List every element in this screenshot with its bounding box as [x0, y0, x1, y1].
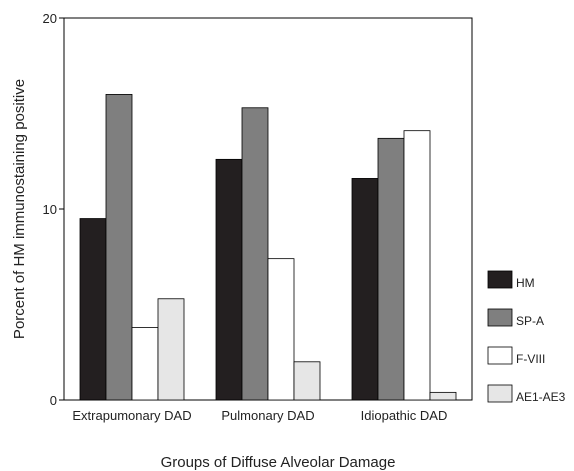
- bar-hm-1: [79, 218, 107, 401]
- bar-sp-a-2: [241, 107, 269, 401]
- x-tick-label: Extrapumonary DAD: [72, 408, 191, 423]
- legend-label: SP-A: [516, 314, 544, 328]
- y-tick-label: 20: [43, 11, 57, 26]
- x-axis-ticks: Extrapumonary DAD Pulmonary DAD Idiopathic…: [72, 408, 447, 423]
- legend-swatch-ae1-ae3: [487, 384, 513, 403]
- bars-group: [79, 94, 457, 401]
- x-axis-label: Groups of Diffuse Alveolar Damage: [161, 454, 396, 471]
- bar-hm-2: [215, 158, 243, 401]
- bar-f-viii-3: [403, 130, 431, 401]
- bar-ae1-ae3-3: [429, 391, 457, 401]
- legend-swatch-f-viii: [487, 346, 513, 365]
- bar-sp-a-3: [377, 137, 405, 401]
- x-tick-label: Pulmonary DAD: [221, 408, 314, 423]
- bar-sp-a-1: [105, 94, 133, 401]
- y-tick-label: 0: [50, 393, 57, 408]
- legend-label: F-VIII: [516, 352, 545, 366]
- legend-swatch-sp-a: [487, 308, 513, 327]
- legend-label: AE1-AE3: [516, 390, 566, 404]
- x-tick-label: Idiopathic DAD: [361, 408, 448, 423]
- legend-label: HM: [516, 276, 535, 290]
- y-axis-label: Porcent of HM immunostaining positive: [11, 79, 28, 339]
- y-tick-label: 10: [43, 202, 57, 217]
- bar-ae1-ae3-2: [293, 361, 321, 401]
- bar-f-viii-2: [267, 258, 295, 401]
- bar-hm-3: [351, 178, 379, 401]
- bar-f-viii-1: [131, 327, 159, 401]
- legend: HM SP-A F-VIII AE1-AE3: [487, 270, 566, 404]
- legend-swatch-hm: [487, 270, 513, 289]
- y-axis-ticks: 0 10 20: [43, 11, 64, 408]
- bar-ae1-ae3-1: [157, 298, 185, 401]
